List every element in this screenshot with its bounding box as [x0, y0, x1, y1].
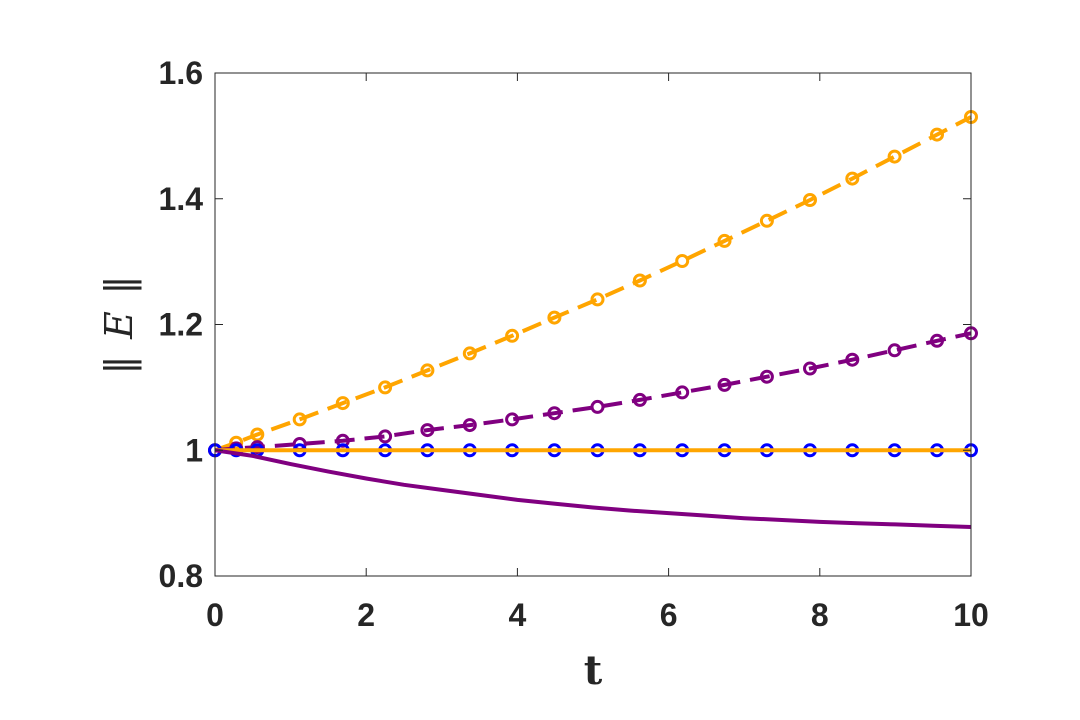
x-tick-label: 4 — [509, 597, 527, 633]
data-point — [675, 385, 690, 400]
series-0 — [208, 110, 978, 458]
data-point — [887, 149, 902, 164]
y-axis-label: E — [97, 311, 141, 340]
data-point — [462, 418, 477, 433]
data-point — [547, 310, 562, 325]
x-tick-label: 10 — [953, 597, 989, 633]
data-point — [803, 361, 817, 376]
data-point — [420, 363, 435, 378]
plot-area — [215, 73, 971, 576]
data-point — [717, 377, 732, 392]
data-point — [845, 352, 860, 367]
y-tick-label: 1 — [185, 432, 203, 468]
data-point — [462, 346, 477, 361]
data-point — [229, 435, 244, 450]
data-point — [632, 392, 647, 407]
series-line — [214, 115, 972, 453]
data-point — [590, 399, 605, 414]
data-point — [378, 429, 393, 444]
tick-layer — [214, 72, 972, 577]
data-point — [250, 427, 265, 442]
y-tick-label: 1.4 — [159, 181, 204, 217]
x-tick-label: 0 — [206, 597, 224, 633]
data-point — [505, 412, 520, 427]
x-tick-label: 6 — [660, 597, 678, 633]
x-tick-label: 2 — [357, 597, 375, 633]
data-point — [378, 380, 393, 395]
data-point — [845, 171, 860, 186]
series-line — [214, 331, 972, 453]
y-axis-label-bars-left: ‖ — [97, 356, 142, 375]
data-point — [420, 423, 435, 438]
x-axis-label: t — [584, 647, 603, 694]
series-line — [214, 448, 972, 529]
series-layer — [208, 110, 978, 529]
data-point — [590, 292, 605, 307]
data-point — [803, 193, 817, 207]
series-4 — [214, 448, 972, 529]
data-point — [292, 412, 307, 427]
data-point — [930, 127, 944, 142]
data-point — [930, 333, 944, 348]
data-point — [717, 233, 732, 248]
y-tick-label: 0.8 — [159, 558, 203, 594]
x-tick-label: 8 — [811, 597, 829, 633]
y-tick-label: 1.6 — [159, 55, 203, 91]
data-point — [759, 213, 774, 228]
data-point — [675, 254, 690, 268]
y-axis-label-bars-right: ‖ — [97, 276, 142, 295]
data-point — [887, 343, 902, 358]
y-axis-label-group: ‖ E ‖ — [97, 276, 142, 375]
data-point — [759, 369, 774, 384]
data-point — [547, 406, 562, 421]
y-tick-label: 1.2 — [159, 307, 203, 343]
data-point — [505, 328, 520, 343]
data-point — [632, 273, 647, 288]
x-tick-labels: 0 2 4 6 8 10 — [206, 597, 989, 633]
data-point — [335, 396, 350, 411]
y-tick-labels: 0.8 1 1.2 1.4 1.6 — [159, 55, 204, 594]
